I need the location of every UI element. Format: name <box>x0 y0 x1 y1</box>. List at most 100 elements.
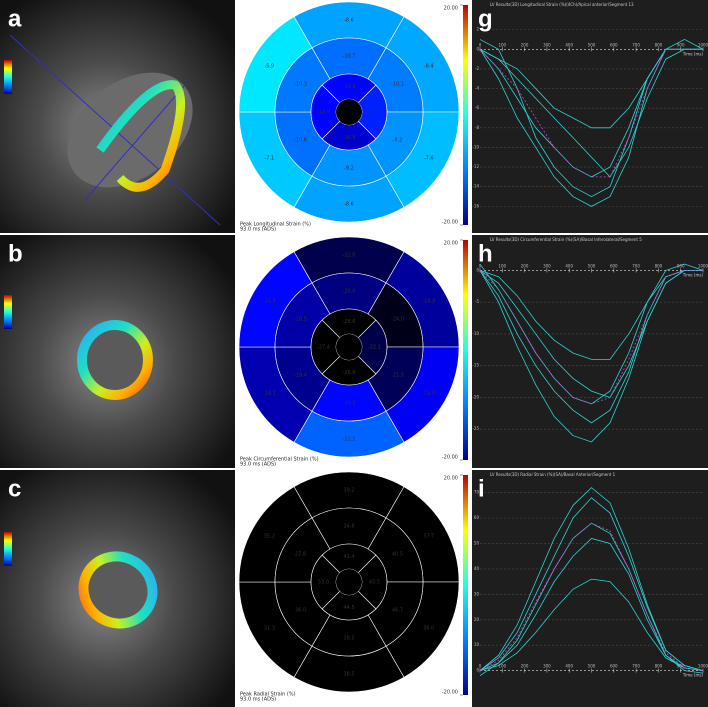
segment-value: -18.5 <box>294 317 307 323</box>
curve-title: LV Results(3D) Longitudinal Strain (%)(4… <box>490 2 634 7</box>
x-tick-label: 800 <box>655 42 663 47</box>
y-tick-label: -15 <box>472 363 479 368</box>
y-tick-label: -12 <box>472 164 479 169</box>
x-tick-label: 500 <box>588 42 596 47</box>
y-tick-label: -6 <box>475 105 479 110</box>
x-tick-label: 0 <box>479 263 482 268</box>
segment-value: -7.1 <box>264 156 274 162</box>
segment-value: -14.9 <box>317 110 330 116</box>
y-tick-label: -10 <box>472 331 479 336</box>
segment-value: -14.8 <box>343 401 356 407</box>
y-tick-label: -14 <box>472 184 479 189</box>
y-tick-label: 40 <box>474 566 480 571</box>
apex-hole <box>336 334 362 360</box>
segment-value: 46.7 <box>392 608 403 614</box>
strain-curve <box>479 522 704 671</box>
colorbar-label: 20.00 <box>444 241 458 247</box>
segment-value: -9.2 <box>393 138 403 144</box>
y-tick-label: -4 <box>475 86 479 91</box>
segment-value: -22.1 <box>368 345 381 351</box>
x-axis-label: Time (ms) <box>682 272 704 277</box>
segment-value: -20.0 <box>343 289 356 295</box>
segment-value: -8.6 <box>344 18 354 24</box>
segment-value: 40.5 <box>392 552 403 558</box>
x-tick-label: 900 <box>677 263 685 268</box>
panel-letter: f <box>244 475 253 502</box>
y-tick-label: 30 <box>474 591 480 596</box>
segment-value: -9.2 <box>344 166 354 172</box>
panel-letter: g <box>478 5 493 32</box>
colorbar-label: 20.00 <box>444 476 458 482</box>
segment-value: -18.9 <box>422 299 435 305</box>
segment-value: -26.6 <box>343 370 356 376</box>
y-tick-label: -5 <box>475 299 479 304</box>
panel-letter: i <box>478 475 485 502</box>
x-tick-label: 0 <box>479 42 482 47</box>
y-tick-label: 0 <box>476 668 479 673</box>
x-tick-label: 900 <box>677 42 685 47</box>
x-tick-label: 300 <box>543 263 551 268</box>
segment-value: -8.6 <box>344 202 354 208</box>
x-tick-label: 1000 <box>698 42 708 47</box>
segment-value: -18.1 <box>263 391 276 397</box>
x-tick-label: 700 <box>632 42 640 47</box>
y-tick-label: 0 <box>476 46 479 51</box>
curve-title: LV Results(3D) Circumferential Strain (%… <box>490 237 642 242</box>
x-tick-label: 200 <box>521 42 529 47</box>
segment-value: 53.0 <box>318 580 329 586</box>
y-tick-label: -20 <box>472 394 479 399</box>
segment-value: -28.6 <box>343 319 356 325</box>
segment-value: -10.3 <box>294 82 307 88</box>
y-tick-label: -8 <box>475 125 479 130</box>
y-tick-label: 0 <box>476 267 479 272</box>
segment-value: -24.0 <box>391 317 404 323</box>
segment-value: 27.8 <box>295 552 306 558</box>
bullseye-title: Peak Longitudinal Strain (%) <box>240 222 311 228</box>
colorbar <box>463 240 468 460</box>
panel-letter: h <box>478 240 493 267</box>
x-tick-label: 200 <box>521 664 529 669</box>
x-tick-label: 800 <box>655 664 663 669</box>
segment-value: 38.5 <box>343 636 354 642</box>
colorbar-label: -20.00 <box>442 455 458 461</box>
panel-letter: a <box>8 5 22 32</box>
x-tick-label: 600 <box>610 263 618 268</box>
strain-curve <box>479 270 703 360</box>
segment-value: -10.7 <box>343 54 356 60</box>
apex-hole <box>336 569 362 595</box>
colorbar <box>463 475 468 695</box>
segment-value: 36.0 <box>295 608 306 614</box>
x-tick-label: 100 <box>498 664 506 669</box>
x-tick-label: 300 <box>543 664 551 669</box>
x-tick-label: 500 <box>588 664 596 669</box>
segment-value: -7.6 <box>424 156 434 162</box>
segment-value: -27.4 <box>317 345 330 351</box>
y-tick-label: -10 <box>472 144 479 149</box>
segment-value: -5.9 <box>264 64 274 70</box>
segment-value: 36.0 <box>423 626 434 632</box>
bullseye-subtitle: 93.0 ms (ADS) <box>240 697 276 703</box>
x-tick-label: 400 <box>565 664 573 669</box>
segment-value: -19.4 <box>294 373 307 379</box>
strain-curve <box>479 48 703 178</box>
colorbar-label: 20.00 <box>444 6 458 12</box>
segment-value: 45.5 <box>369 580 380 586</box>
y-tick-label: 10 <box>474 642 480 647</box>
x-tick-label: 0 <box>479 664 482 669</box>
bullseye-subtitle: 93.0 ms (ADS) <box>240 462 276 468</box>
y-tick-label: 2 <box>476 27 479 32</box>
x-tick-label: 800 <box>655 263 663 268</box>
bullseye-title: Peak Circumferential Strain (%) <box>240 457 319 463</box>
x-tick-label: 600 <box>610 664 618 669</box>
y-tick-label: -16 <box>472 203 479 208</box>
y-tick-label: -25 <box>472 426 479 431</box>
segment-value: 44.5 <box>343 605 354 611</box>
colorbar-label: -20.00 <box>442 220 458 226</box>
strain-curve <box>479 48 703 178</box>
segment-value: -10.6 <box>294 138 307 144</box>
strain-curve <box>479 487 704 671</box>
y-tick-label: 70 <box>474 490 480 495</box>
panel-letter: e <box>244 240 257 267</box>
strain-curve <box>479 270 703 405</box>
